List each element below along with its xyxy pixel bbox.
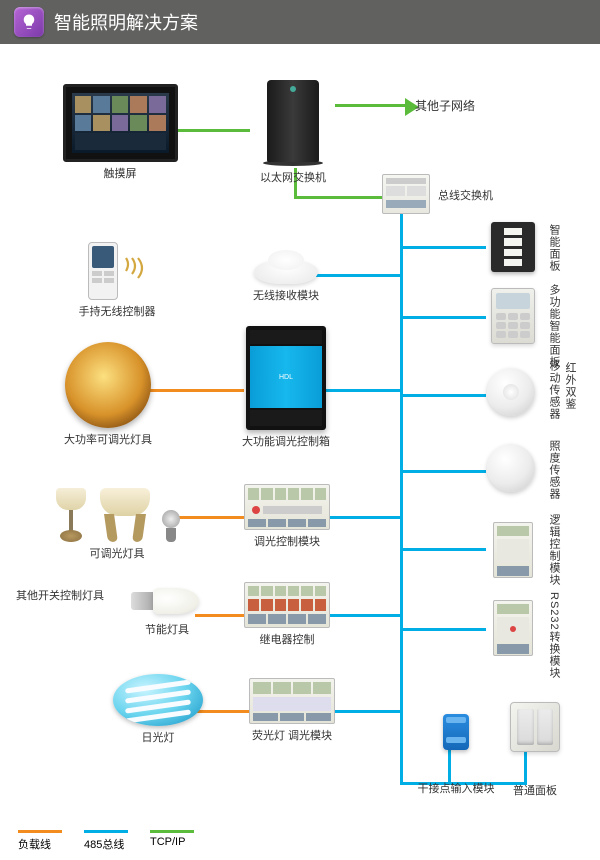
- legend-485-swatch: [84, 830, 128, 833]
- handheld-node: 手持无线控制器: [62, 242, 172, 319]
- legend-tcpip-label: TCP/IP: [150, 836, 185, 848]
- light-sensor-label: 照度传感器: [546, 440, 562, 500]
- rs232-node: [486, 600, 540, 656]
- wireless-icon: [124, 256, 146, 286]
- wireless-rx-label: 无线接收模块: [236, 287, 336, 303]
- other-subnet-node: 其他子网络: [415, 94, 515, 114]
- hipower-ctrl-label: 大功能调光控制箱: [226, 433, 346, 449]
- header: 智能照明解决方案: [0, 0, 600, 44]
- handheld-label: 手持无线控制器: [62, 303, 172, 319]
- hipower-ctrl-node: HDL 大功能调光控制箱: [226, 326, 346, 449]
- logic-module-node: [486, 522, 540, 578]
- touchscreen-label: 触摸屏: [60, 165, 180, 181]
- legend-load-label: 负载线: [18, 836, 51, 852]
- branch-smartpanel: [403, 246, 486, 249]
- legend-485: 485总线: [84, 830, 128, 852]
- diagram-canvas: 触摸屏 以太网交换机 其他子网络 总线交换机 手持无线控制器 无线接收模块: [0, 44, 600, 860]
- fluorescent-node: 日光灯: [98, 674, 218, 745]
- bus-switch-label: 总线交换机: [438, 187, 518, 203]
- normal-panel-node: 普通面板: [500, 702, 570, 798]
- relay-node: 继电器控制: [232, 582, 342, 647]
- branch-lightsensor: [403, 470, 486, 473]
- bus-switch-label-node: 总线交换机: [438, 184, 518, 203]
- legend-tcpip: TCP/IP: [150, 830, 194, 852]
- relay-label: 继电器控制: [232, 631, 342, 647]
- other-lamp-label: 其他开关控制灯具: [16, 587, 126, 603]
- fluor-module-label: 荧光灯 调光模块: [232, 727, 352, 743]
- legend-tcpip-swatch: [150, 830, 194, 833]
- page-title: 智能照明解决方案: [54, 9, 198, 35]
- legend-load: 负载线: [18, 830, 62, 852]
- light-sensor-node: [482, 444, 540, 492]
- branch-logic: [403, 548, 486, 551]
- dimmer-module-label: 调光控制模块: [232, 533, 342, 549]
- wireless-rx-node: 无线接收模块: [236, 244, 336, 303]
- dry-contact-label: 干接点输入模块: [416, 780, 496, 796]
- bus-switch-node: [378, 174, 434, 214]
- ethernet-switch-label: 以太网交换机: [248, 169, 338, 185]
- legend: 负载线 485总线 TCP/IP: [18, 830, 194, 852]
- normal-panel-label: 普通面板: [500, 782, 570, 798]
- branch-multipanel: [403, 316, 486, 319]
- energy-lamp-label: 节能灯具: [122, 621, 212, 637]
- bus-trunk-line: [400, 196, 403, 784]
- other-lamp-label-node: 其他开关控制灯具: [16, 584, 126, 603]
- lightbulb-icon: [14, 7, 44, 37]
- hipower-lamp-node: 大功率可调光灯具: [48, 342, 168, 447]
- dimmer-module-node: 调光控制模块: [232, 484, 342, 549]
- legend-485-label: 485总线: [84, 836, 124, 852]
- fluor-module-node: 荧光灯 调光模块: [232, 678, 352, 743]
- smart-panel-label: 智能面板: [546, 224, 562, 272]
- branch-ir: [403, 394, 486, 397]
- touchscreen-node: 触摸屏: [60, 84, 180, 181]
- tcp-line: [175, 129, 250, 132]
- hipower-lamp-label: 大功率可调光灯具: [48, 431, 168, 447]
- multi-panel-node: [486, 288, 540, 344]
- legend-load-swatch: [18, 830, 62, 833]
- branch-rs232: [403, 628, 486, 631]
- logic-module-label: 逻辑控制模块: [546, 514, 562, 586]
- dry-contact-node: 干接点输入模块: [416, 714, 496, 796]
- ethernet-switch-node: 以太网交换机: [248, 76, 338, 185]
- rs232-label: RS232转换模块: [546, 592, 562, 679]
- tcp-arrow-line: [335, 104, 405, 107]
- ir-sensor-label: 红外双鉴: [562, 362, 578, 410]
- fluorescent-label: 日光灯: [98, 729, 218, 745]
- dimmable-lamp-node: 可调光灯具: [42, 468, 192, 561]
- dimmable-lamp-label: 可调光灯具: [42, 545, 192, 561]
- other-subnet-label: 其他子网络: [415, 97, 515, 114]
- ir-sensor-node: [482, 368, 540, 416]
- energy-lamp-node: 节能灯具: [122, 584, 212, 637]
- motion-sensor-label: 移动传感器: [546, 360, 562, 420]
- multi-panel-label: 多功能智能面板: [546, 284, 562, 368]
- smart-panel-node: [486, 222, 540, 272]
